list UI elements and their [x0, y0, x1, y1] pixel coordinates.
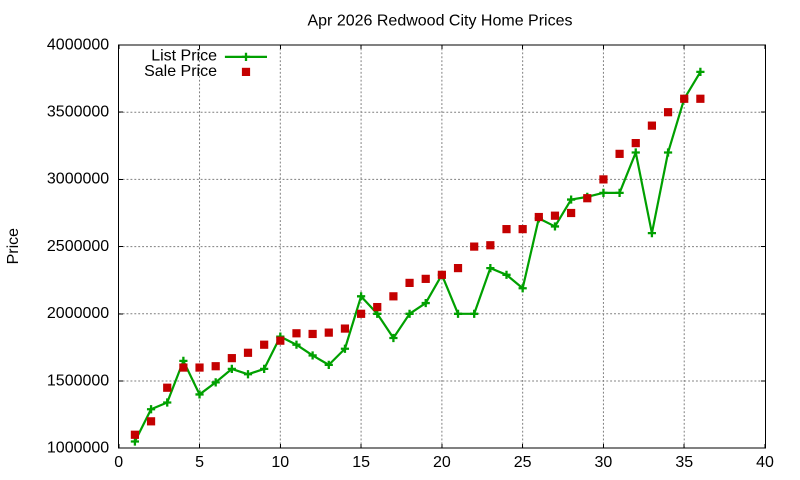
- svg-text:40: 40: [756, 454, 774, 471]
- svg-text:3000000: 3000000: [47, 171, 109, 188]
- svg-text:0: 0: [114, 454, 123, 471]
- svg-text:25: 25: [514, 454, 532, 471]
- svg-text:1000000: 1000000: [47, 440, 109, 457]
- svg-text:20: 20: [433, 454, 451, 471]
- svg-text:2500000: 2500000: [47, 238, 109, 255]
- svg-text:35: 35: [675, 454, 693, 471]
- svg-text:1500000: 1500000: [47, 372, 109, 389]
- svg-text:10: 10: [271, 454, 289, 471]
- svg-text:Price: Price: [5, 228, 22, 265]
- svg-text:2000000: 2000000: [47, 305, 109, 322]
- svg-text:30: 30: [595, 454, 613, 471]
- svg-text:5: 5: [195, 454, 204, 471]
- svg-text:Apr 2026 Redwood City Home Pri: Apr 2026 Redwood City Home Prices: [307, 13, 572, 30]
- svg-text:List Price: List Price: [151, 48, 217, 65]
- svg-text:15: 15: [352, 454, 370, 471]
- svg-text:Sale Price: Sale Price: [144, 63, 217, 80]
- svg-text:3500000: 3500000: [47, 104, 109, 121]
- svg-text:4000000: 4000000: [47, 36, 109, 53]
